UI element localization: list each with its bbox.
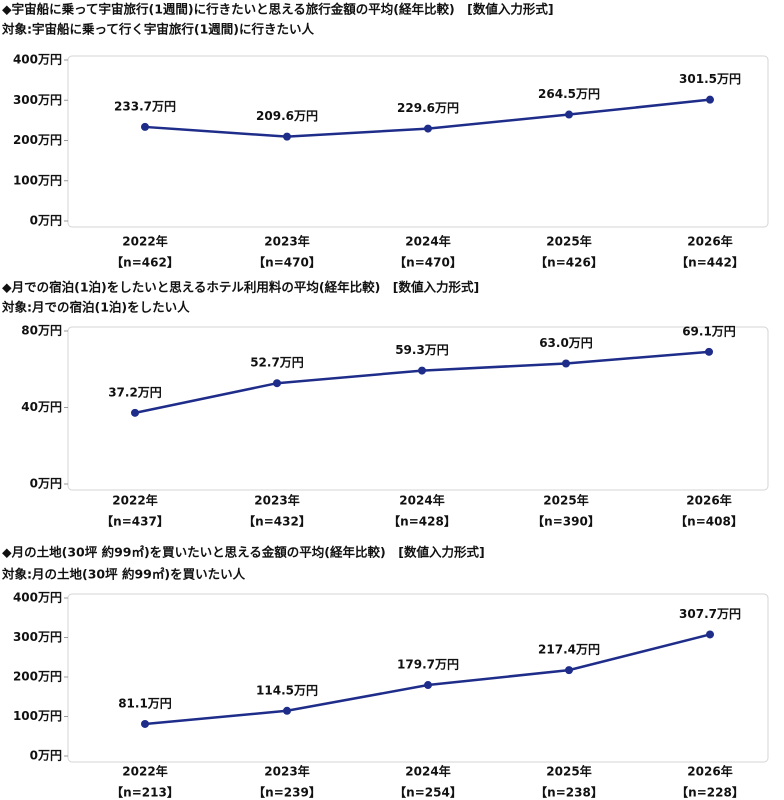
data-label: 63.0万円 [539,336,593,350]
data-label: 233.7万円 [114,99,176,113]
x-tick-label: 2022年 [112,493,157,508]
data-label: 229.6万円 [397,101,459,115]
data-label: 59.3万円 [395,343,449,357]
x-tick-label: 2024年 [399,493,444,508]
chart-subtitle: 対象:月での宿泊(1泊)をしたい人 [1,300,190,315]
x-tick-label: 2026年 [686,493,731,508]
y-tick-label: 400万円 [13,591,62,605]
data-label: 307.7万円 [679,607,741,621]
data-point [141,719,149,728]
sample-size: 【n=239】 [253,785,321,800]
x-tick-label: 2026年 [687,234,732,249]
chart-title: ◆宇宙船に乗って宇宙旅行(1週間)に行きたいと思える旅行金額の平均(経年比較) … [2,2,554,17]
x-tick-label: 2022年 [122,764,167,779]
y-tick-label: 300万円 [13,93,62,107]
x-tick-label: 2025年 [546,234,591,249]
y-tick-label: 200万円 [13,670,62,684]
data-label: 264.5万円 [538,87,600,101]
data-label: 179.7万円 [397,658,459,672]
data-label: 52.7万円 [250,356,304,370]
sample-size: 【n=437】 [101,514,169,529]
x-tick-label: 2023年 [264,234,309,249]
data-point [562,359,570,368]
plot-frame [67,593,769,763]
data-point [418,366,426,375]
y-tick-label: 0万円 [30,214,62,228]
sample-size: 【n=238】 [535,785,603,800]
data-label: 217.4万円 [538,643,600,657]
sample-size: 【n=470】 [394,255,462,270]
data-point [283,706,291,715]
data-label: 114.5万円 [256,683,318,697]
y-tick-label: 300万円 [13,630,62,644]
data-point [131,408,139,417]
x-tick-label: 2024年 [405,234,450,249]
plot-frame [67,326,769,491]
data-point [706,95,714,104]
sample-size: 【n=432】 [243,514,311,529]
data-point [565,666,573,675]
x-tick-label: 2022年 [122,234,167,249]
y-tick-label: 0万円 [30,749,62,763]
y-tick-label: 0万円 [30,477,62,491]
data-label: 209.6万円 [256,109,318,123]
chart-subtitle: 対象:月の土地(30坪 約99㎡)を買いたい人 [1,567,246,582]
data-label: 37.2万円 [108,385,162,399]
data-point [424,124,432,133]
chart-title: ◆月の土地(30坪 約99㎡)を買いたいと思える金額の平均(経年比較) [数値入… [2,545,485,560]
x-tick-label: 2024年 [405,764,450,779]
y-tick-label: 400万円 [13,53,62,67]
sample-size: 【n=470】 [253,255,321,270]
data-label: 69.1万円 [682,324,736,338]
sample-size: 【n=254】 [394,785,462,800]
sample-size: 【n=213】 [111,785,179,800]
sample-size: 【n=408】 [675,514,743,529]
data-point [424,681,432,690]
y-tick-label: 40万円 [21,400,62,414]
data-label: 301.5万円 [679,72,741,86]
y-tick-label: 100万円 [13,173,62,187]
plot-frame [67,55,769,228]
data-point [565,110,573,119]
sample-size: 【n=442】 [676,255,744,270]
x-tick-label: 2025年 [543,493,588,508]
chart-title: ◆月での宿泊(1泊)をしたいと思えるホテル利用料の平均(経年比較) [数値入力形… [2,280,479,295]
x-tick-label: 2023年 [254,493,299,508]
data-point [283,132,291,141]
sample-size: 【n=462】 [111,255,179,270]
y-tick-label: 100万円 [13,709,62,723]
x-tick-label: 2026年 [687,764,732,779]
sample-size: 【n=390】 [532,514,600,529]
x-tick-label: 2025年 [546,764,591,779]
data-point [141,122,149,131]
y-tick-label: 200万円 [13,133,62,147]
x-tick-label: 2023年 [264,764,309,779]
data-point [706,630,714,639]
sample-size: 【n=426】 [535,255,603,270]
chart-subtitle: 対象:宇宙船に乗って行く宇宙旅行(1週間)に行きたい人 [1,22,314,37]
sample-size: 【n=228】 [676,785,744,800]
data-point [705,347,713,356]
data-label: 81.1万円 [118,696,172,710]
sample-size: 【n=428】 [388,514,456,529]
y-tick-label: 80万円 [21,324,62,338]
data-point [273,379,281,388]
